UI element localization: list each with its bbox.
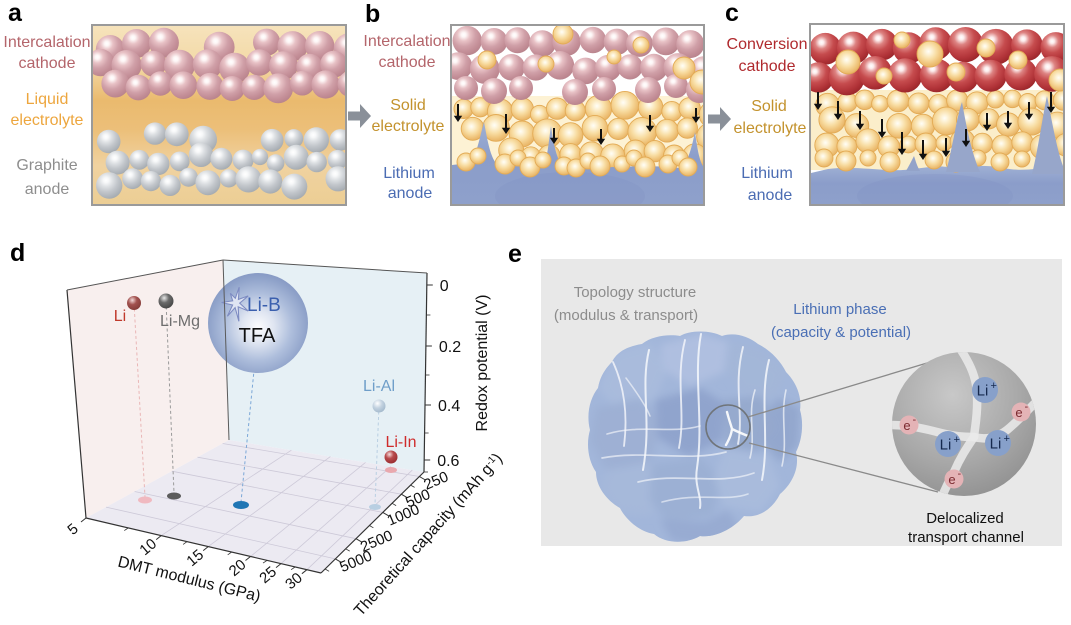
svg-text:Li-B: Li-B [247, 295, 281, 316]
svg-text:Li-In: Li-In [385, 434, 416, 451]
svg-text:cathode: cathode [379, 54, 436, 71]
svg-text:c: c [725, 0, 739, 27]
svg-text:+: + [991, 380, 997, 392]
svg-text:electrolyte: electrolyte [734, 120, 807, 137]
svg-text:d: d [10, 239, 25, 267]
svg-text:(capacity & potential): (capacity & potential) [771, 324, 911, 341]
svg-text:Li-Mg: Li-Mg [160, 313, 200, 330]
svg-text:Redox potential (V): Redox potential (V) [474, 295, 491, 432]
svg-text:Lithium phase: Lithium phase [793, 301, 886, 318]
svg-text:e: e [508, 240, 522, 268]
svg-text:transport channel: transport channel [908, 529, 1024, 546]
svg-text:0.4: 0.4 [438, 398, 460, 415]
svg-text:Intercalation: Intercalation [3, 34, 90, 51]
svg-text:Li: Li [114, 308, 126, 325]
svg-text:e: e [948, 472, 955, 487]
svg-text:Liquid: Liquid [26, 91, 69, 108]
svg-text:e: e [1015, 405, 1022, 420]
svg-text:Lithium: Lithium [741, 165, 793, 182]
svg-text:Li: Li [990, 436, 1002, 453]
svg-text:e: e [903, 418, 910, 433]
svg-text:electrolyte: electrolyte [372, 118, 445, 135]
svg-text:5: 5 [64, 520, 81, 538]
svg-text:electrolyte: electrolyte [11, 112, 84, 129]
svg-text:0: 0 [440, 278, 449, 295]
svg-text:Conversion: Conversion [727, 36, 808, 53]
svg-text:-: - [1025, 401, 1029, 413]
svg-text:Solid: Solid [751, 98, 787, 115]
svg-text:+: + [954, 434, 960, 446]
svg-text:b: b [365, 0, 380, 28]
svg-text:+: + [1004, 433, 1010, 445]
svg-text:(modulus & transport): (modulus & transport) [554, 307, 698, 324]
svg-text:Graphite: Graphite [16, 157, 77, 174]
svg-text:Li: Li [977, 383, 989, 400]
svg-text:Li-Al: Li-Al [363, 378, 395, 395]
svg-text:Lithium: Lithium [383, 165, 435, 182]
svg-text:Intercalation: Intercalation [363, 33, 450, 50]
svg-text:cathode: cathode [19, 55, 76, 72]
svg-text:cathode: cathode [739, 58, 796, 75]
svg-text:Topology structure: Topology structure [574, 284, 697, 301]
svg-text:-: - [913, 414, 917, 426]
svg-text:TFA: TFA [239, 325, 276, 347]
svg-text:anode: anode [748, 187, 793, 204]
svg-text:0.2: 0.2 [439, 339, 461, 356]
svg-text:anode: anode [25, 181, 70, 198]
svg-text:Solid: Solid [390, 97, 426, 114]
svg-text:a: a [8, 0, 23, 27]
svg-text:-: - [958, 468, 962, 480]
svg-text:anode: anode [388, 185, 433, 202]
svg-text:Li: Li [940, 437, 952, 454]
svg-text:Delocalized: Delocalized [926, 510, 1004, 527]
svg-text:0.6: 0.6 [437, 453, 459, 470]
